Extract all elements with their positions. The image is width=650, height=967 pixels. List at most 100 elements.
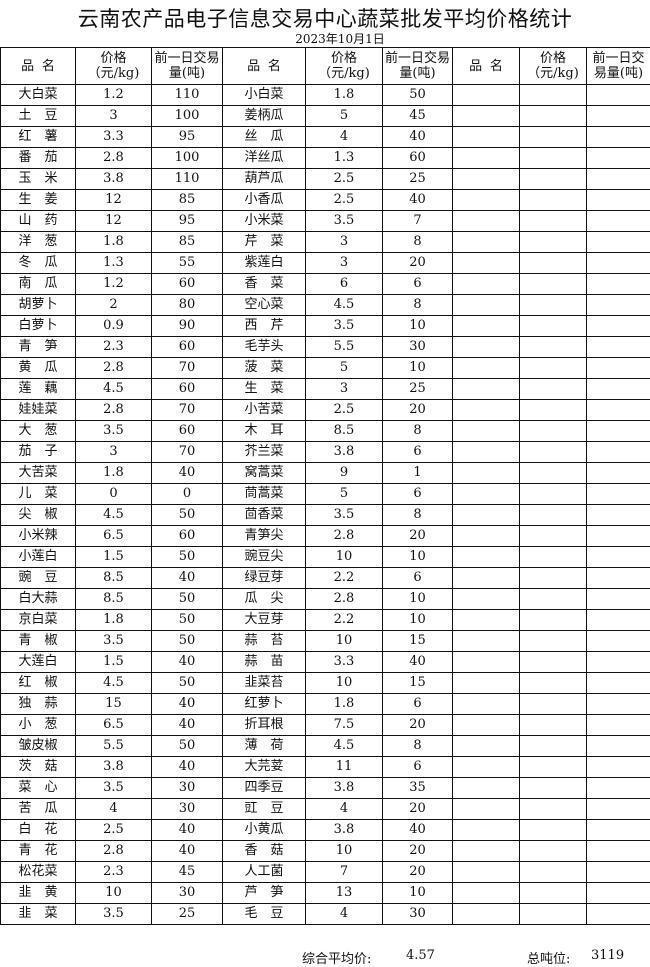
table-row: 小莲白 1.5 50 豌豆尖 10 10 [0,546,650,568]
cell-price: 6 [305,273,383,295]
cell-volume: 40 [151,693,223,715]
cell-volume [586,399,650,421]
vegetable-name: 莲藕 [18,381,58,396]
cell-volume: 10 [382,588,453,610]
vegetable-name: 人工菌 [244,864,284,879]
vegetable-name: 洋丝瓜 [244,150,284,165]
vegetable-name: 折耳根 [244,717,284,732]
cell-volume [586,735,650,757]
cell-volume [586,672,650,694]
cell-volume: 10 [382,315,453,337]
cell-volume: 85 [151,231,223,253]
cell-name [452,105,520,127]
cell-name [452,357,520,379]
cell-volume [586,777,650,799]
cell-price: 1.8 [75,231,152,253]
cell-price [519,882,587,904]
cell-price [519,840,587,862]
cell-price [519,147,587,169]
cell-name [452,504,520,526]
cell-name: 芹菜 [222,231,306,253]
table-row: 南瓜 1.2 60 香菜 6 6 [0,273,650,295]
cell-name [452,588,520,610]
cell-name [452,819,520,841]
cell-price [519,399,587,421]
cell-volume [586,231,650,253]
cell-name: 韭菜苔 [222,672,306,694]
vegetable-name: 山药 [18,213,58,228]
vegetable-name: 毛豆 [244,906,284,921]
cell-name: 薄荷 [222,735,306,757]
cell-name [452,735,520,757]
cell-price [519,567,587,589]
cell-name: 四季豆 [222,777,306,799]
cell-volume: 8 [382,294,453,316]
cell-volume: 10 [382,546,453,568]
cell-price: 2.8 [75,357,152,379]
cell-name [452,903,520,925]
table-row: 红薯 3.3 95 丝瓜 4 40 [0,126,650,148]
cell-name [452,756,520,778]
cell-volume [586,84,650,106]
total-tonnage-label: 总吨位: [527,952,571,967]
vegetable-name: 韭菜苔 [244,675,284,690]
header-price: 价格（元/kg) [75,47,152,85]
vegetable-name: 生姜 [18,192,58,207]
vegetable-name: 生菜 [244,381,284,396]
table-row: 红椒 4.5 50 韭菜苔 10 15 [0,672,650,694]
vegetable-name: 大葱 [18,423,58,438]
cell-price: 2 [75,294,152,316]
cell-name [452,336,520,358]
cell-name: 大莲白 [0,651,76,673]
cell-name: 小苦菜 [222,399,306,421]
cell-volume [586,588,650,610]
cell-price [519,651,587,673]
cell-volume [586,357,650,379]
cell-volume: 60 [382,147,453,169]
cell-price: 4.5 [305,735,383,757]
cell-volume [586,441,650,463]
cell-price: 6.5 [75,525,152,547]
cell-volume: 40 [382,189,453,211]
cell-name: 莲藕 [0,378,76,400]
vegetable-name: 豌豆 [18,570,58,585]
cell-price: 4.5 [75,672,152,694]
cell-price [519,189,587,211]
cell-volume: 30 [151,777,223,799]
cell-volume: 50 [382,84,453,106]
cell-volume [586,903,650,925]
cell-price: 0.9 [75,315,152,337]
cell-volume: 40 [151,651,223,673]
vegetable-name: 葫芦瓜 [244,171,284,186]
cell-price: 2.3 [75,861,152,883]
vegetable-name: 小葱 [18,717,58,732]
vegetable-name: 小黄瓜 [244,822,284,837]
cell-volume: 6 [382,273,453,295]
cell-volume [586,252,650,274]
cell-name: 蒜苔 [222,630,306,652]
cell-name: 豌豆尖 [222,546,306,568]
vegetable-name: 大莲白 [18,654,58,669]
cell-name: 西芹 [222,315,306,337]
cell-price: 3 [305,231,383,253]
cell-name [452,210,520,232]
cell-price [519,336,587,358]
cell-price: 12 [75,210,152,232]
cell-volume: 10 [382,357,453,379]
cell-name: 葫芦瓜 [222,168,306,190]
cell-price: 2.8 [75,840,152,862]
table-row: 青笋 2.3 60 毛芋头 5.5 30 [0,336,650,358]
table-row: 黄瓜 2.8 70 菠菜 5 10 [0,357,650,379]
cell-price [519,210,587,232]
cell-price: 4 [305,903,383,925]
cell-name: 茨菇 [0,756,76,778]
cell-price [519,609,587,631]
cell-volume: 35 [382,777,453,799]
table-row: 茨菇 3.8 40 大芫荽 11 6 [0,756,650,778]
cell-price: 3.5 [75,903,152,925]
vegetable-name: 松花菜 [18,864,58,879]
cell-name [452,651,520,673]
vegetable-name: 丝瓜 [244,129,284,144]
vegetable-name: 皱皮椒 [18,738,58,753]
cell-volume: 30 [151,798,223,820]
